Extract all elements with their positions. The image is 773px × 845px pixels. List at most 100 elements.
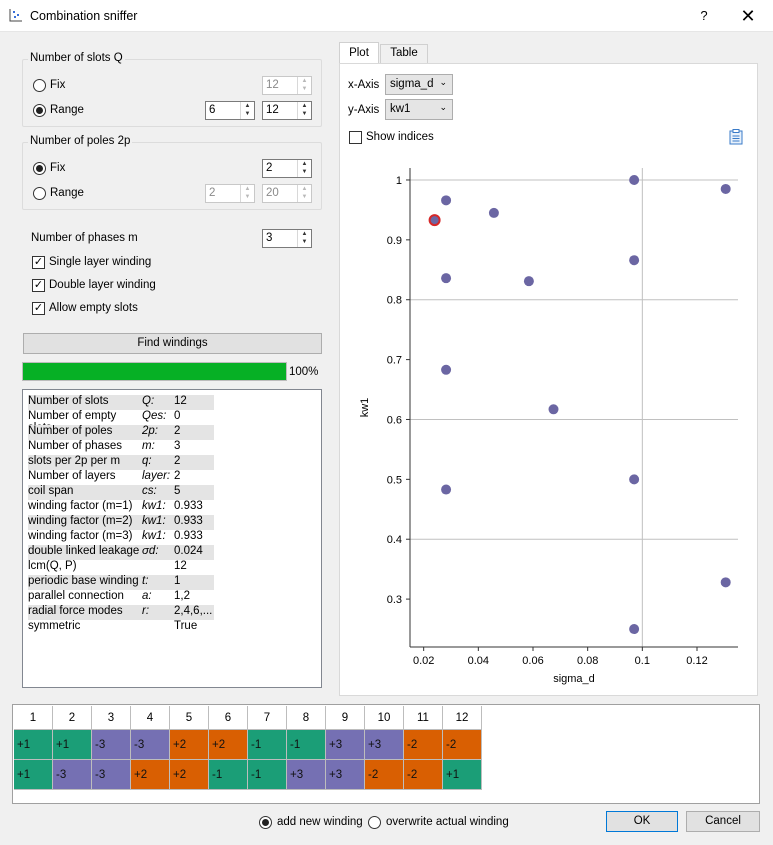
info-value: 0.933 xyxy=(174,530,203,542)
slots-range-max-value: 12 xyxy=(266,104,279,116)
spin-arrows-icon: ▲ ▼ xyxy=(240,102,254,119)
y-axis-combo[interactable]: kw1 ⌄ xyxy=(385,99,453,120)
poles-range-radio[interactable] xyxy=(33,187,46,200)
table-cell[interactable]: -1 xyxy=(248,730,287,760)
chart-axes: 0.3 0.4 0.5 0.6 0.7 0.8 0.9 1 0.02 0.04 0.06 0.08 0.… xyxy=(387,168,738,667)
chart-points xyxy=(428,174,731,635)
progress-bar xyxy=(22,362,287,381)
table-cell[interactable]: -3 xyxy=(92,730,131,760)
table-column-header[interactable]: 3 xyxy=(92,706,131,730)
table-cell[interactable]: -2 xyxy=(404,730,443,760)
table-cell[interactable]: -3 xyxy=(53,760,92,790)
table-cell[interactable]: -1 xyxy=(248,760,287,790)
table-cell[interactable]: +3 xyxy=(326,730,365,760)
table-column-header[interactable]: 5 xyxy=(170,706,209,730)
data-point[interactable] xyxy=(441,364,452,375)
double-layer-checkbox[interactable]: ✓ xyxy=(32,279,45,292)
table-cell[interactable]: -2 xyxy=(404,760,443,790)
spin-arrows-icon: ▲ ▼ xyxy=(297,230,311,247)
info-symbol: q: xyxy=(142,455,174,470)
info-value: 1,2 xyxy=(174,590,190,602)
data-point[interactable] xyxy=(441,273,452,284)
show-indices-checkbox[interactable] xyxy=(349,131,362,144)
scatter-chart[interactable]: 0.3 0.4 0.5 0.6 0.7 0.8 0.9 1 0.02 0.04 0.06 0.08 0.… xyxy=(340,150,757,690)
table-cell[interactable]: +3 xyxy=(365,730,404,760)
x-axis-combo[interactable]: sigma_d ⌄ xyxy=(385,74,453,95)
data-point[interactable] xyxy=(548,404,559,415)
table-cell[interactable]: +2 xyxy=(209,730,248,760)
slots-fix-spinbox[interactable]: 12 ▲ ▼ xyxy=(262,76,312,95)
data-point[interactable] xyxy=(428,214,441,227)
table-column-header[interactable]: 12 xyxy=(443,706,482,730)
info-row: Number of poles 2p: 2 xyxy=(28,425,214,440)
table-column-header[interactable]: 6 xyxy=(209,706,248,730)
table-column-header[interactable]: 2 xyxy=(53,706,92,730)
data-point[interactable] xyxy=(523,276,534,287)
info-row: symmetric True xyxy=(28,620,214,635)
data-point[interactable] xyxy=(629,474,640,485)
slots-range-min-spinbox[interactable]: 6 ▲ ▼ xyxy=(205,101,255,120)
tab-table[interactable]: Table xyxy=(380,44,428,63)
poles-fix-radio[interactable] xyxy=(33,162,46,175)
table-cell[interactable]: +2 xyxy=(170,730,209,760)
info-row: Number of slots Q: 12 xyxy=(28,395,214,410)
data-point[interactable] xyxy=(629,624,640,635)
table-cell[interactable]: -3 xyxy=(92,760,131,790)
table-cell[interactable]: -3 xyxy=(131,730,170,760)
cancel-button[interactable]: Cancel xyxy=(686,811,760,832)
table-cell[interactable]: -2 xyxy=(365,760,404,790)
slots-range-radio[interactable] xyxy=(33,104,46,117)
single-layer-checkbox[interactable]: ✓ xyxy=(32,256,45,269)
slots-fix-radio[interactable] xyxy=(33,79,46,92)
window-title: Combination sniffer xyxy=(30,9,138,23)
phases-spinbox[interactable]: 3 ▲ ▼ xyxy=(262,229,312,248)
clipboard-icon[interactable] xyxy=(729,129,743,145)
add-new-radio[interactable] xyxy=(259,816,272,829)
table-cell[interactable]: +3 xyxy=(326,760,365,790)
help-button[interactable]: ? xyxy=(700,8,708,23)
table-column-header[interactable]: 7 xyxy=(248,706,287,730)
table-cell[interactable]: +2 xyxy=(170,760,209,790)
tab-plot[interactable]: Plot xyxy=(339,42,379,64)
table-cell[interactable]: -1 xyxy=(287,730,326,760)
table-cell[interactable]: -1 xyxy=(209,760,248,790)
data-point[interactable] xyxy=(720,183,731,194)
close-button[interactable]: ✕ xyxy=(740,6,756,26)
info-symbol: Q: xyxy=(142,395,174,410)
data-point[interactable] xyxy=(488,207,499,218)
info-row: winding factor (m=2) kw1: 0.933 xyxy=(28,515,214,530)
table-cell[interactable]: +1 xyxy=(14,730,53,760)
ok-button[interactable]: OK xyxy=(606,811,678,832)
table-cell[interactable]: +1 xyxy=(443,760,482,790)
info-label: winding factor (m=1) xyxy=(28,500,133,512)
table-column-header[interactable]: 4 xyxy=(131,706,170,730)
info-symbol: a: xyxy=(142,590,152,602)
slots-range-max-spinbox[interactable]: 12 ▲ ▼ xyxy=(262,101,312,120)
info-label: lcm(Q, P) xyxy=(28,560,77,572)
allow-empty-checkbox[interactable]: ✓ xyxy=(32,302,45,315)
data-point[interactable] xyxy=(720,577,731,588)
table-column-header[interactable]: 10 xyxy=(365,706,404,730)
overwrite-radio[interactable] xyxy=(368,816,381,829)
poles-fix-spinbox[interactable]: 2 ▲ ▼ xyxy=(262,159,312,178)
table-column-header[interactable]: 9 xyxy=(326,706,365,730)
table-cell[interactable]: -2 xyxy=(443,730,482,760)
info-row: lcm(Q, P) 12 xyxy=(28,560,214,575)
table-cell[interactable]: +1 xyxy=(14,760,53,790)
table-column-header[interactable]: 8 xyxy=(287,706,326,730)
data-point[interactable] xyxy=(441,195,452,206)
poles-range-min-spinbox[interactable]: 2 ▲ ▼ xyxy=(205,184,255,203)
table-cell[interactable]: +3 xyxy=(287,760,326,790)
info-label: parallel connection xyxy=(28,590,124,602)
data-point[interactable] xyxy=(629,174,640,185)
poles-range-max-spinbox[interactable]: 20 ▲ ▼ xyxy=(262,184,312,203)
y-axis-value: kw1 xyxy=(390,103,411,115)
table-column-header[interactable]: 1 xyxy=(14,706,53,730)
table-cell[interactable]: +1 xyxy=(53,730,92,760)
data-point[interactable] xyxy=(441,484,452,495)
data-point[interactable] xyxy=(629,255,640,266)
find-windings-button[interactable]: Find windings xyxy=(23,333,322,354)
info-row: slots per 2p per m q: 2 xyxy=(28,455,214,470)
table-column-header[interactable]: 11 xyxy=(404,706,443,730)
table-cell[interactable]: +2 xyxy=(131,760,170,790)
